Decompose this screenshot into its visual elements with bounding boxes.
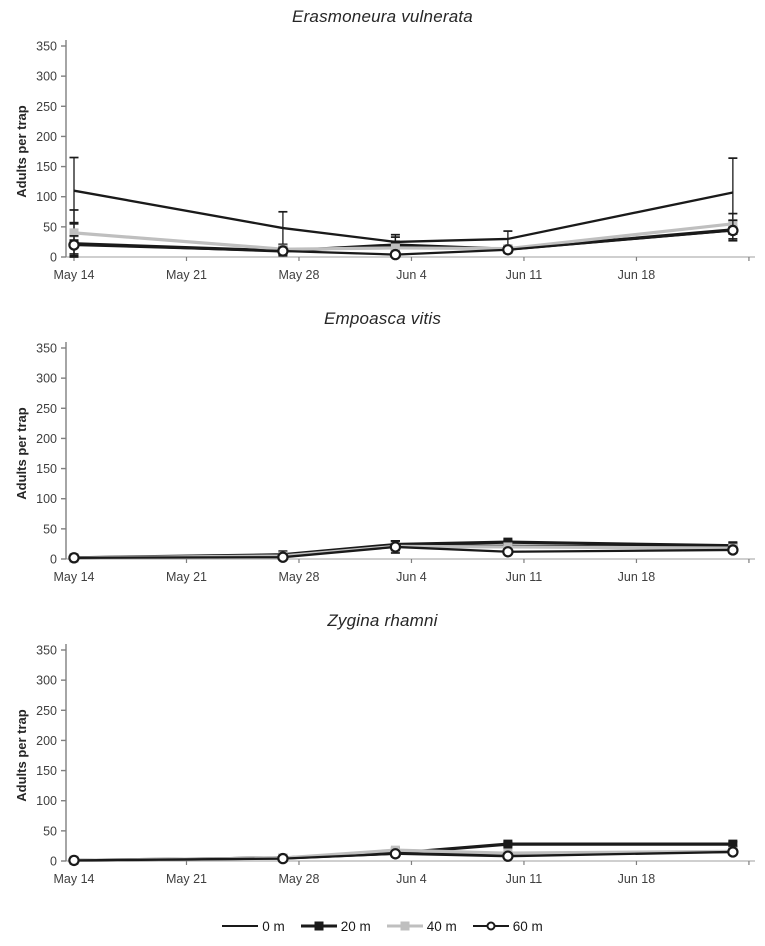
- chart-canvas: 0 50 100 150 200 250 300 350 May 14 May 21 May 28 J…: [14, 342, 755, 584]
- y-tick-label: 150: [36, 160, 57, 174]
- y-tick-label: 100: [36, 492, 57, 506]
- y-tick-label: 300: [36, 70, 57, 84]
- circle-marker: [502, 546, 514, 558]
- y-tick-label: 0: [50, 553, 57, 567]
- circle-marker: [277, 245, 289, 257]
- y-tick-label: 350: [36, 342, 57, 356]
- y-tick-label: 250: [36, 402, 57, 416]
- x-tick-label: May 28: [278, 268, 319, 282]
- x-tick-label: May 14: [54, 268, 95, 282]
- y-tick-label: 200: [36, 734, 57, 748]
- y-axis-title: Adults per trap: [14, 105, 29, 198]
- x-tick-label: May 21: [166, 872, 207, 886]
- axes: 0 50 100 150 200 250 300 350 May 14 May 21 May 28 J…: [36, 342, 755, 584]
- chart-canvas: 0 50 100 150 200 250 300 350 May 14 May 21 May 28 J…: [14, 40, 755, 282]
- circle-marker: [502, 244, 514, 256]
- legend-line-sample-0m: [222, 920, 259, 933]
- legend-square-sample-40m: [386, 920, 423, 933]
- x-tick-label: Jun 11: [506, 872, 543, 886]
- y-tick-label: 300: [36, 372, 57, 386]
- chart-title: Empoasca vitis: [323, 309, 442, 328]
- y-tick-label: 250: [36, 704, 57, 718]
- y-tick-label: 150: [36, 764, 57, 778]
- circle-marker: [68, 239, 80, 251]
- circle-marker: [277, 551, 289, 563]
- axes: 0 50 100 150 200 250 300 350 May 14 May 21 May 28 J…: [36, 644, 755, 886]
- legend-label: 40 m: [426, 918, 457, 934]
- x-tick-label: May 14: [54, 570, 95, 584]
- chart-title: Zygina rhamni: [327, 611, 438, 630]
- y-tick-label: 150: [36, 462, 57, 476]
- y-tick-label: 100: [36, 794, 57, 808]
- y-tick-label: 50: [43, 522, 57, 536]
- y-tick-label: 200: [36, 130, 57, 144]
- y-tick-label: 350: [36, 644, 57, 658]
- series-60m: [68, 846, 739, 867]
- legend-label: 0 m: [262, 918, 285, 934]
- square-marker: [503, 537, 513, 547]
- circle-marker: [727, 544, 739, 556]
- series-40m: [69, 845, 738, 865]
- y-tick-label: 250: [36, 100, 57, 114]
- legend-circle-sample-60m: [472, 920, 509, 933]
- y-tick-label: 350: [36, 40, 57, 54]
- x-tick-label: May 14: [54, 872, 95, 886]
- legend-label: 60 m: [512, 918, 543, 934]
- chart-empoasca-vitis: Empoasca vitis 0 50 100 150 200 250 300 350 May …: [0, 302, 765, 604]
- chart-erasmoneura-vulnerata: Erasmoneura vulnerata 0 50 100 150 200 250 300…: [0, 0, 765, 302]
- chart-zygina-rhamni: Zygina rhamni 0 50 100 150 200 250 300 350 May 1…: [0, 604, 765, 906]
- legend-item-40m: 40 m: [386, 918, 457, 934]
- circle-marker: [389, 248, 402, 261]
- square-marker: [69, 228, 79, 238]
- circle-marker: [727, 224, 739, 237]
- x-tick-label: Jun 4: [396, 268, 427, 282]
- circle-marker: [502, 850, 514, 862]
- series-60m: [68, 219, 739, 261]
- y-tick-label: 50: [43, 824, 57, 838]
- circle-marker: [389, 541, 402, 553]
- circle-marker: [389, 848, 402, 860]
- x-tick-label: May 21: [166, 570, 207, 584]
- chart-title: Erasmoneura vulnerata: [292, 7, 473, 26]
- x-tick-label: Jun 4: [396, 570, 427, 584]
- y-axis-title: Adults per trap: [14, 709, 29, 802]
- circle-marker: [727, 846, 739, 858]
- legend-item-20m: 20 m: [300, 918, 371, 934]
- y-axis-title: Adults per trap: [14, 407, 29, 500]
- y-tick-label: 0: [50, 855, 57, 869]
- legend-square-sample-20m: [300, 920, 337, 933]
- legend-label: 20 m: [340, 918, 371, 934]
- square-marker: [728, 839, 738, 849]
- axes: 0 50 100 150 200 250 300 350 May 14 May 21 May 28 J…: [36, 40, 755, 282]
- legend-item-0m: 0 m: [222, 919, 285, 934]
- x-tick-label: Jun 18: [618, 570, 656, 584]
- y-tick-label: 50: [43, 220, 57, 234]
- x-tick-label: Jun 11: [506, 570, 543, 584]
- series-60m: [68, 540, 739, 564]
- y-tick-label: 200: [36, 432, 57, 446]
- legend: 0 m 20 m 40 m 60 m: [0, 906, 765, 946]
- x-tick-label: May 28: [278, 570, 319, 584]
- x-tick-label: May 28: [278, 872, 319, 886]
- legend-item-60m: 60 m: [472, 918, 543, 934]
- x-tick-label: Jun 4: [396, 872, 427, 886]
- chart-canvas: 0 50 100 150 200 250 300 350 May 14 May 21 May 28 J…: [14, 644, 755, 886]
- x-tick-label: May 21: [166, 268, 207, 282]
- square-marker: [503, 839, 513, 849]
- x-tick-label: Jun 18: [618, 268, 656, 282]
- circle-marker: [277, 852, 289, 865]
- square-marker: [390, 243, 400, 253]
- y-tick-label: 0: [50, 251, 57, 265]
- series-40m: [69, 209, 738, 257]
- y-tick-label: 100: [36, 190, 57, 204]
- x-tick-label: Jun 18: [618, 872, 656, 886]
- y-tick-label: 300: [36, 674, 57, 688]
- circle-marker: [68, 854, 80, 867]
- circle-marker: [68, 552, 80, 564]
- x-tick-label: Jun 11: [506, 268, 543, 282]
